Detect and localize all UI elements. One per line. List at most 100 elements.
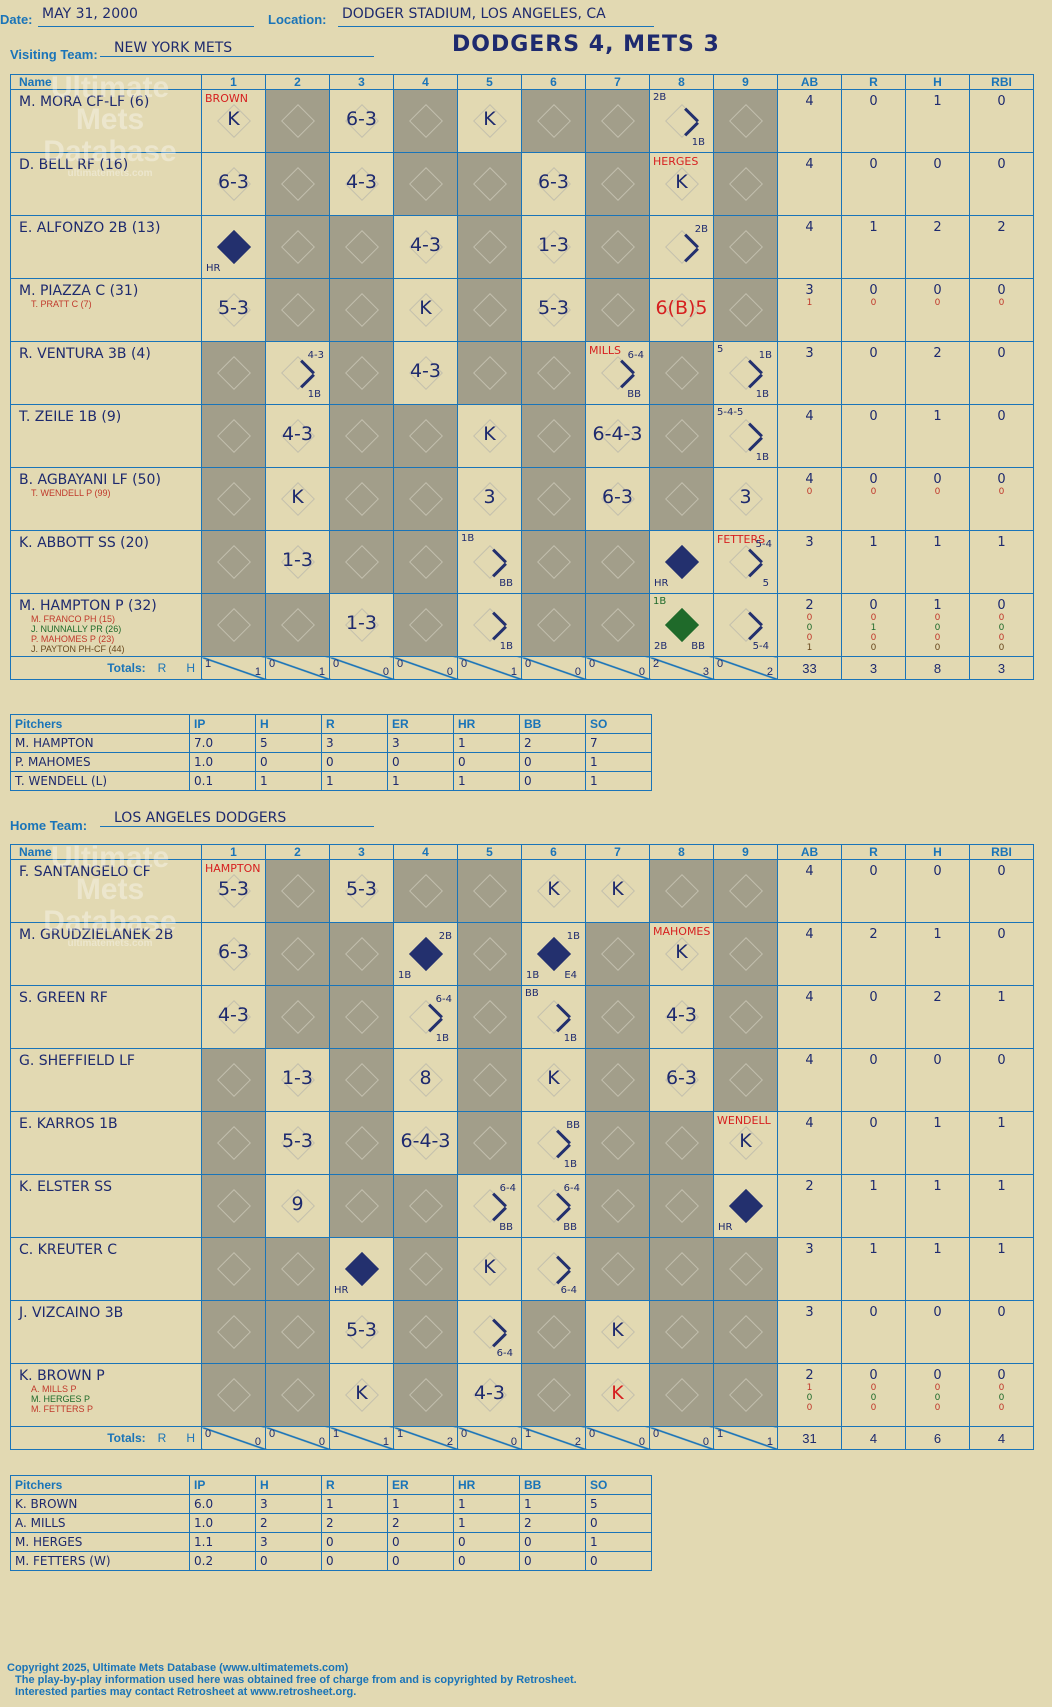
inning-cell: 6-3 <box>329 89 394 153</box>
diamond <box>472 1189 507 1223</box>
stat-value: 0 <box>869 472 878 487</box>
stat-value: 0 <box>869 1053 878 1068</box>
diamond <box>664 482 699 516</box>
stat-rbi: 0 <box>969 341 1034 405</box>
inning-cell <box>329 1048 394 1112</box>
play-result: K <box>611 1319 624 1341</box>
diamond <box>472 1315 507 1349</box>
inning-cell <box>265 859 330 923</box>
inning-cell: 4-3 <box>393 215 458 279</box>
note-top-left: 2B <box>653 92 667 103</box>
total-ab: 33 <box>777 656 842 680</box>
stat-h: 1 <box>905 89 970 153</box>
inning-cell: 1B BB <box>457 530 522 594</box>
substitute-stat: 0 <box>998 643 1005 653</box>
play-result: K <box>291 486 304 508</box>
stat-value: 0 <box>933 283 942 298</box>
diamond <box>536 1378 571 1412</box>
inning-cell: 5-3 <box>201 278 266 342</box>
diamond <box>408 167 443 201</box>
stat-value: 0 <box>933 864 942 879</box>
diamond <box>536 937 571 971</box>
date-label: Date: <box>0 12 33 27</box>
note-bottom-right: BB <box>563 1222 577 1233</box>
inning-cell: 3 <box>457 467 522 531</box>
play-result: 4-3 <box>345 171 378 193</box>
inning-header-4: 4 <box>393 74 458 90</box>
inning-cell <box>713 1237 778 1301</box>
diamond <box>664 874 699 908</box>
diamond <box>536 1000 571 1034</box>
inning-cell <box>201 1300 266 1364</box>
game-title: DODGERS 4, METS 3 <box>452 32 720 57</box>
pitcher-stat: 2 <box>255 1513 322 1533</box>
inning-cell <box>713 152 778 216</box>
inning-cell <box>393 1363 458 1427</box>
inning-hits: 0 <box>382 666 389 678</box>
inning-cell <box>521 593 586 657</box>
diamond <box>664 230 699 264</box>
batter-name: E. KARROS 1B <box>19 1116 118 1132</box>
pitcher-stat: 2 <box>387 1513 454 1533</box>
stat-value: 0 <box>869 283 878 298</box>
stat-rbi: 0 <box>969 1300 1034 1364</box>
total-ab: 31 <box>777 1426 842 1450</box>
play-result: K <box>675 171 688 193</box>
pitcher-col-hr: HR <box>453 1475 520 1495</box>
pitcher-col-h: H <box>255 714 322 734</box>
stat-value: 0 <box>997 598 1006 613</box>
note-top-left: 5 <box>717 344 724 355</box>
diamond <box>600 293 635 327</box>
stat-value: 0 <box>869 990 878 1005</box>
play-result: K <box>419 297 432 319</box>
inning-cell: 1B 2B BB <box>649 593 714 657</box>
inning-cell: HR <box>329 1237 394 1301</box>
stat-r: 1 <box>841 1174 906 1238</box>
note-top-right: 5-4 <box>755 539 772 550</box>
stat-value: 3 <box>805 1305 814 1320</box>
inning-cell: 5-3 <box>521 278 586 342</box>
inning-cell: BB 1B <box>521 1111 586 1175</box>
play-result: K <box>611 1382 624 1404</box>
note-bottom-right: 5-4 <box>752 641 769 652</box>
substitute-stat: 0 <box>870 298 877 308</box>
play-result: 4-3 <box>281 423 314 445</box>
pitcher-stat: 0 <box>255 752 322 772</box>
substitute-stat: 0 <box>806 487 813 497</box>
inning-hits: 2 <box>446 1436 453 1448</box>
stat-value: 0 <box>997 1053 1006 1068</box>
inning-runs: 2 <box>653 658 660 670</box>
inning-cell <box>393 404 458 468</box>
inning-cell <box>201 1111 266 1175</box>
inning-cell <box>585 985 650 1049</box>
diamond <box>280 608 315 642</box>
substitute-stat: 0 <box>870 613 877 623</box>
diamond <box>600 104 635 138</box>
stat-value: 0 <box>933 1368 942 1383</box>
stat-value: 0 <box>869 864 878 879</box>
stat-value: 3 <box>805 346 814 361</box>
inning-header-8: 8 <box>649 74 714 90</box>
total-r: 4 <box>841 1426 906 1450</box>
diamond <box>280 1252 315 1286</box>
stat-value: 1 <box>997 1179 1006 1194</box>
note-bottom-right: 1B <box>499 641 513 652</box>
stat-r: 0 <box>841 89 906 153</box>
batter-name-cell: T. ZEILE 1B (9) <box>10 404 202 468</box>
inning-cell <box>521 467 586 531</box>
inning-cell: 6-3 <box>201 922 266 986</box>
pitcher-col-r: R <box>321 1475 388 1495</box>
location-label: Location: <box>268 12 327 27</box>
substitute-name: M. HERGES P <box>31 1394 91 1404</box>
stat-header-r: R <box>841 74 906 90</box>
substitute-stat: 0 <box>806 1403 813 1413</box>
inning-runs: 0 <box>461 658 468 670</box>
diamond <box>600 545 635 579</box>
stat-value: 0 <box>869 94 878 109</box>
batter-name: D. BELL RF (16) <box>19 157 129 173</box>
note-bottom-left: 2B <box>654 641 668 652</box>
play-result: 6-4-3 <box>400 1130 451 1152</box>
